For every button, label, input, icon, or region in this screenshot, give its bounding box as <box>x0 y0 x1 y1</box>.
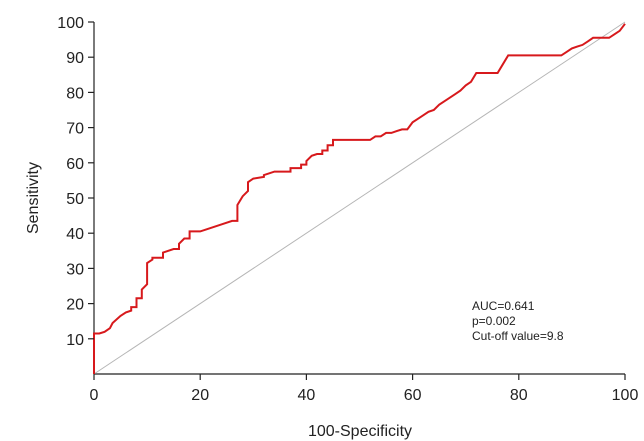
y-tick-label: 60 <box>66 156 84 173</box>
x-tick-label: 0 <box>90 387 99 404</box>
x-ticks: 0 20 40 60 80 100 <box>90 374 639 404</box>
y-tick-label: 70 <box>66 121 84 138</box>
x-tick-label: 40 <box>298 387 316 404</box>
x-tick-label: 20 <box>191 387 209 404</box>
p-value-label: p=0.002 <box>472 314 516 328</box>
y-tick-label: 30 <box>66 261 84 278</box>
reference-diagonal <box>93 21 626 375</box>
cutoff-label: Cut-off value=9.8 <box>472 329 564 343</box>
auc-label: AUC=0.641 <box>472 299 535 313</box>
y-tick-label: 50 <box>66 191 84 208</box>
y-tick-label: 80 <box>66 85 84 102</box>
x-tick-label: 100 <box>612 387 639 404</box>
y-tick-label: 100 <box>57 15 84 32</box>
y-axis-title: Sensitivity <box>25 162 42 234</box>
x-tick-label: 80 <box>510 387 528 404</box>
y-tick-label: 90 <box>66 50 84 67</box>
y-tick-label: 20 <box>66 297 84 314</box>
roc-curve-line <box>93 23 626 374</box>
x-axis-title: 100-Specificity <box>308 423 412 440</box>
y-tick-label: 10 <box>66 332 84 349</box>
y-ticks: 10 20 30 40 50 60 70 80 90 100 <box>57 15 94 349</box>
y-tick-label: 40 <box>66 226 84 243</box>
x-tick-label: 60 <box>404 387 422 404</box>
